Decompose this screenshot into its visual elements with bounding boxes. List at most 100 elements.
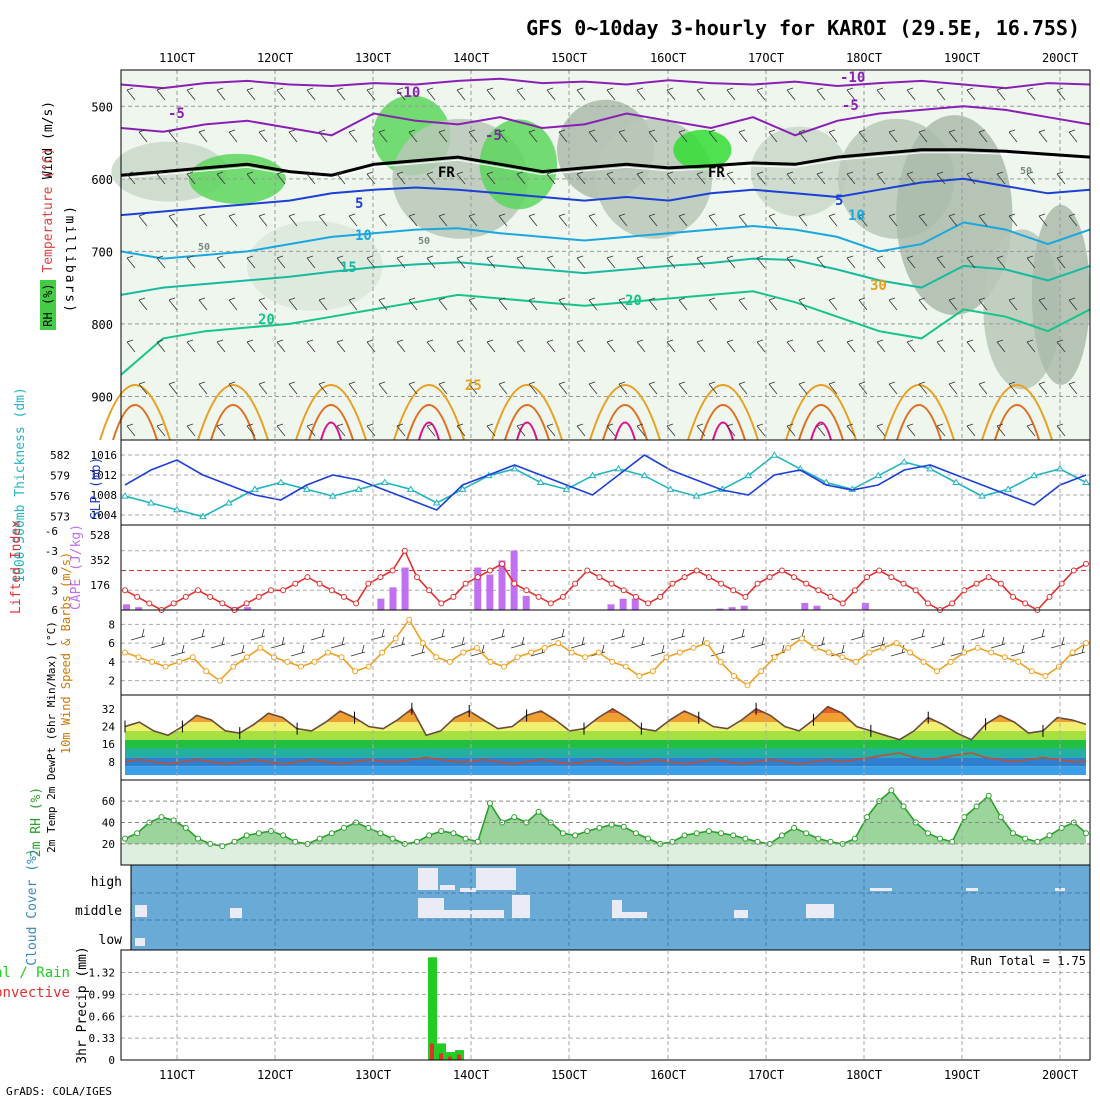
rh-line-marker bbox=[985, 792, 992, 799]
wind-speed-line-marker bbox=[433, 654, 440, 661]
cloud-block bbox=[870, 888, 892, 891]
wind-barb bbox=[1038, 297, 1048, 311]
rh-line-marker bbox=[389, 835, 396, 842]
wind-barb bbox=[996, 171, 1006, 185]
isotherm-arch-outer bbox=[687, 384, 759, 441]
lifted-index-line-marker bbox=[681, 574, 688, 581]
wind-barb bbox=[738, 129, 748, 143]
lifted-index-line-marker bbox=[1070, 567, 1077, 574]
lifted-index-line-marker bbox=[328, 587, 335, 594]
rh-line-marker bbox=[693, 830, 700, 837]
isotherm-label: 50 bbox=[418, 236, 430, 247]
lifted-index-line-marker bbox=[134, 593, 141, 600]
wind-barb bbox=[138, 129, 148, 143]
wind-barb bbox=[336, 423, 346, 437]
wind-speed-line-marker bbox=[1001, 654, 1008, 661]
precip-tick: 0.33 bbox=[89, 1032, 116, 1045]
surface-wind-barb bbox=[630, 636, 646, 649]
wind-barb bbox=[696, 339, 706, 353]
isotherm-label: FR bbox=[708, 165, 725, 181]
wind-barb bbox=[486, 255, 496, 269]
wind-barb bbox=[966, 87, 976, 101]
rh-line-marker bbox=[426, 832, 433, 839]
wind-barb bbox=[1038, 213, 1048, 227]
temp-band bbox=[121, 696, 1090, 705]
rh-line-marker bbox=[438, 828, 445, 835]
wind-barb bbox=[126, 339, 136, 353]
wind-barb bbox=[1068, 213, 1078, 227]
cape-bar bbox=[244, 607, 252, 610]
thickness-tick: 579 bbox=[50, 470, 70, 483]
precip-panel-frame bbox=[120, 949, 1091, 1061]
lifted-index-line-marker bbox=[1083, 560, 1089, 567]
wind-barb bbox=[258, 297, 268, 311]
wind-speed-line-marker bbox=[311, 658, 318, 665]
isotherm-label: -10 bbox=[395, 85, 420, 101]
wind-barb bbox=[756, 171, 766, 185]
pressure-tick: 700 bbox=[91, 245, 113, 259]
wind-barb bbox=[756, 423, 766, 437]
wind-barb bbox=[366, 423, 376, 437]
lifted-index-line-marker bbox=[876, 567, 883, 574]
lifted-index-line-marker bbox=[523, 587, 530, 594]
thickness-line-marker bbox=[744, 471, 753, 479]
thickness-line-marker bbox=[354, 485, 363, 492]
rh-line-marker bbox=[778, 832, 785, 839]
wind-barb bbox=[516, 423, 526, 437]
cape-tick: 176 bbox=[90, 579, 110, 592]
lifted-index-line-marker bbox=[997, 580, 1004, 587]
wind-barb bbox=[888, 381, 898, 395]
date-tick-top: 17OCT bbox=[748, 51, 784, 65]
run-total: Run Total = 1.75 bbox=[970, 954, 1086, 968]
surface-wind-barb bbox=[230, 644, 246, 657]
isotherm-arch-inner bbox=[504, 404, 550, 441]
isotherm-arch-outer bbox=[785, 384, 857, 441]
wind-barb bbox=[576, 171, 586, 185]
wind-speed-line-marker bbox=[731, 672, 738, 679]
wind-barb bbox=[156, 87, 166, 101]
wind-barb bbox=[606, 255, 616, 269]
lifted-index-line-marker bbox=[316, 580, 323, 587]
wind-barb bbox=[1056, 171, 1066, 185]
wind-barb bbox=[276, 255, 286, 269]
date-tick-top: 16OCT bbox=[650, 51, 686, 65]
wind-barb bbox=[786, 171, 796, 185]
wind-speed-line-marker bbox=[460, 649, 467, 656]
surface-wind-barb bbox=[870, 636, 886, 649]
surface-wind-barb bbox=[990, 636, 1006, 649]
wind-speed-line-marker bbox=[392, 635, 399, 642]
wind-barb bbox=[1056, 423, 1066, 437]
wind-barb bbox=[786, 339, 796, 353]
isotherm-arch-outer bbox=[393, 384, 465, 441]
wind-barb bbox=[678, 129, 688, 143]
precip-tick: 0 bbox=[108, 1054, 115, 1067]
wind-barb bbox=[546, 255, 556, 269]
footer-credit: GrADS: COLA/IGES bbox=[6, 1085, 112, 1098]
lifted-index-line-marker bbox=[267, 587, 274, 594]
wind-tick: 6 bbox=[108, 637, 115, 650]
wind-barb bbox=[1068, 381, 1078, 395]
cloud-block bbox=[734, 910, 748, 918]
lifted-index-line-marker bbox=[924, 600, 931, 607]
wind-barb bbox=[288, 381, 298, 395]
wind-barb bbox=[576, 255, 586, 269]
rh-line-marker bbox=[803, 830, 810, 837]
thickness-line-marker bbox=[952, 478, 961, 485]
wind-barb bbox=[966, 339, 976, 353]
surface-wind-barb bbox=[850, 628, 866, 641]
isotherm-line-4 bbox=[120, 221, 1091, 260]
wind-speed-line-marker bbox=[528, 649, 535, 656]
isotherm-arch-outer bbox=[197, 384, 269, 441]
wind-speed-line-marker bbox=[487, 658, 494, 665]
isotherm-arch-hot bbox=[418, 421, 440, 441]
wind-barb bbox=[288, 297, 298, 311]
lifted-index-line-marker bbox=[1046, 593, 1053, 600]
lifted-index-line-marker bbox=[888, 574, 895, 581]
rh-line-marker bbox=[924, 830, 931, 837]
wind-speed-line-marker bbox=[541, 644, 548, 651]
wind-speed-line-marker bbox=[122, 649, 128, 656]
precip-axis-label: 3hr Precip (mm) bbox=[75, 946, 90, 1063]
wind-speed-line-marker bbox=[582, 654, 589, 661]
wind-barb bbox=[558, 213, 568, 227]
